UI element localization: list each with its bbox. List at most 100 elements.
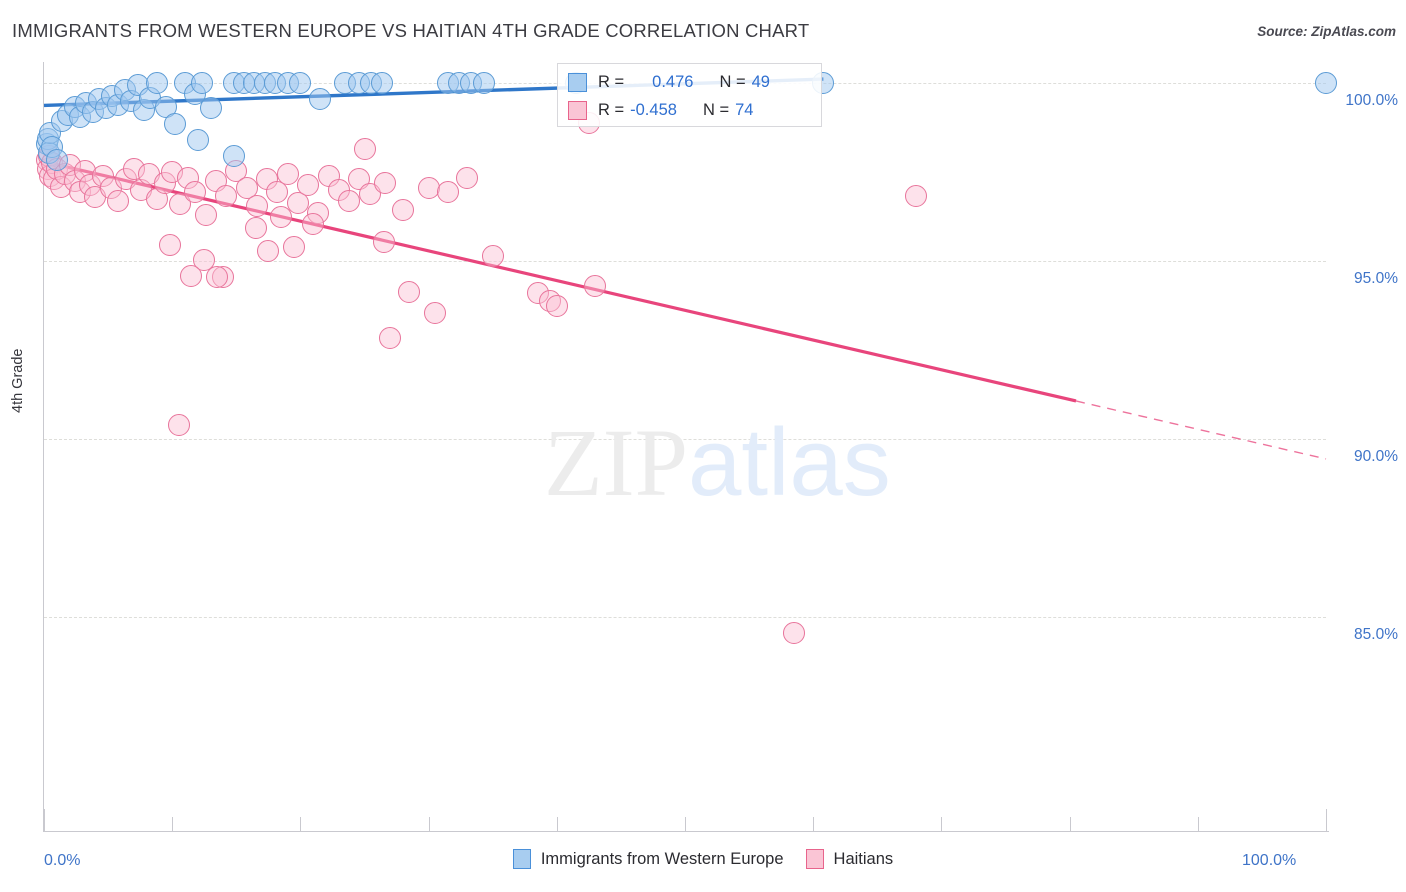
scatter-point — [302, 212, 325, 235]
scatter-point — [199, 97, 222, 120]
blue-series-swatch-icon — [568, 72, 587, 92]
scatter-point — [481, 245, 504, 268]
scatter-point — [374, 172, 396, 195]
scatter-point — [244, 216, 267, 239]
x-axis-line — [43, 831, 1329, 832]
scatter-point — [391, 198, 414, 221]
scatter-point — [180, 264, 203, 287]
y-axis-title: 4th Grade — [10, 348, 26, 414]
x-tick-mark — [941, 817, 943, 831]
scatter-point — [168, 193, 191, 216]
series-legend: Immigrants from Western Europe Haitians — [0, 849, 1406, 869]
y-tick-label: 90.0% — [1354, 448, 1398, 466]
scatter-point — [371, 72, 394, 95]
scatter-point — [424, 301, 446, 324]
gridline — [44, 439, 1326, 441]
scatter-point — [167, 414, 190, 437]
x-tick-label-min: 0.0% — [44, 852, 81, 869]
plot-area: ZIPatlas — [35, 62, 1337, 831]
scatter-point — [456, 166, 479, 189]
scatter-point — [545, 294, 568, 317]
y-tick-label: 95.0% — [1354, 270, 1398, 288]
x-tick-mark — [300, 817, 302, 831]
scatter-point — [398, 280, 421, 303]
pink-n-value: 74 — [735, 100, 754, 119]
blue-r-value: 0.476 — [652, 72, 694, 91]
x-tick-mark — [1069, 817, 1071, 831]
y-tick-label: 100.0% — [1345, 92, 1398, 110]
scatter-point — [145, 72, 168, 95]
pink-series-swatch-icon — [568, 100, 587, 120]
x-tick-mark — [1326, 809, 1327, 831]
legend-swatch-blue-icon — [512, 849, 531, 869]
pink-r-value: -0.458 — [630, 100, 677, 119]
gridline — [44, 261, 1326, 263]
scatter-point — [235, 177, 258, 200]
scatter-point — [194, 204, 217, 227]
watermark-atlas: atlas — [688, 409, 891, 516]
scatter-point — [282, 236, 305, 259]
scatter-point — [186, 129, 209, 152]
scatter-point — [297, 173, 320, 196]
x-tick-mark — [1197, 817, 1199, 831]
x-tick-label-max: 100.0% — [1242, 852, 1297, 869]
x-tick-mark — [172, 817, 174, 831]
pink-r-label: R = — [598, 100, 625, 119]
scatter-point — [206, 266, 229, 289]
scatter-point — [286, 191, 309, 214]
scatter-point — [782, 622, 805, 645]
scatter-point — [270, 205, 293, 228]
scatter-point — [190, 72, 213, 95]
legend-swatch-pink-icon — [805, 849, 824, 869]
scatter-point — [107, 189, 130, 212]
blue-n-value: 49 — [751, 72, 770, 91]
x-tick-mark — [428, 817, 430, 831]
scatter-point — [417, 177, 440, 200]
trendline-dashed — [1075, 400, 1327, 460]
scatter-point — [472, 72, 495, 95]
scatter-point — [163, 113, 186, 136]
x-tick-mark — [556, 817, 558, 831]
gridline — [44, 617, 1326, 619]
stats-row-pink: R = -0.458 N = 74 — [568, 96, 811, 124]
scatter-point — [257, 239, 280, 262]
correlation-stats-box: R = 0.476 N = 49 R = -0.458 N = 74 — [557, 63, 822, 127]
scatter-point — [158, 234, 181, 257]
legend-item-haitians[interactable]: Haitians — [805, 849, 894, 869]
scatter-point — [245, 195, 268, 218]
scatter-point — [215, 184, 238, 207]
scatter-point — [379, 326, 402, 349]
scatter-point — [308, 88, 331, 111]
watermark: ZIPatlas — [544, 407, 891, 518]
scatter-point — [289, 72, 312, 95]
source-attribution: Source: ZipAtlas.com — [1257, 24, 1396, 39]
y-tick-label: 85.0% — [1354, 626, 1398, 644]
scatter-point — [184, 180, 207, 203]
scatter-point — [372, 230, 395, 253]
scatter-point — [276, 163, 299, 186]
x-tick-mark — [44, 809, 45, 831]
scatter-point — [266, 180, 289, 203]
scatter-point — [436, 180, 459, 203]
x-tick-mark — [813, 817, 815, 831]
scatter-point — [584, 275, 607, 298]
scatter-point — [338, 189, 361, 212]
pink-n-label: N = — [702, 100, 730, 119]
scatter-point — [1315, 72, 1337, 95]
blue-n-label: N = — [719, 72, 746, 91]
blue-r-label: R = — [598, 72, 625, 91]
stats-row-blue: R = 0.476 N = 49 — [568, 68, 811, 96]
y-axis-line — [43, 62, 44, 832]
legend-label-immigrants: Immigrants from Western Europe — [540, 849, 784, 868]
scatter-point — [45, 148, 68, 171]
scatter-point — [222, 145, 245, 168]
scatter-point — [904, 184, 927, 207]
scatter-point — [193, 248, 216, 271]
x-tick-mark — [685, 817, 686, 831]
page-title: IMMIGRANTS FROM WESTERN EUROPE VS HAITIA… — [12, 20, 810, 41]
legend-item-immigrants[interactable]: Immigrants from Western Europe — [512, 849, 784, 869]
legend-label-haitians: Haitians — [833, 849, 894, 868]
scatter-point — [353, 138, 376, 161]
watermark-zip: ZIP — [544, 409, 688, 516]
